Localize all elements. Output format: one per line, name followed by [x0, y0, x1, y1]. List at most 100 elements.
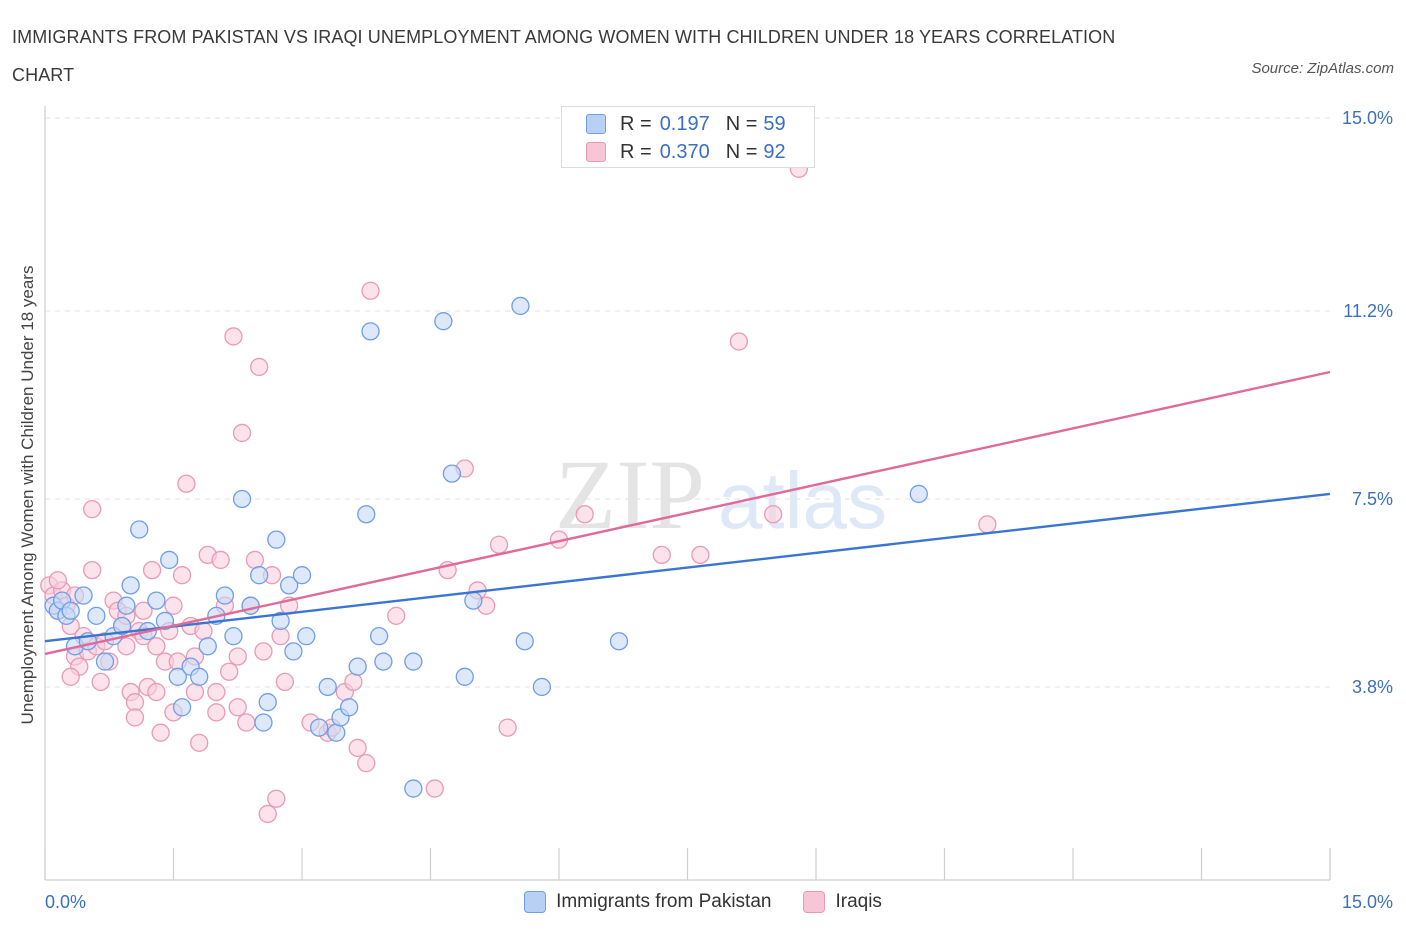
y-tick-label: 15.0% — [1342, 108, 1393, 128]
pakistan-point — [61, 601, 80, 620]
pakistan-point — [130, 520, 149, 539]
iraqi-point — [117, 637, 136, 656]
pakistan-point — [464, 591, 483, 610]
iraqi-point — [228, 698, 247, 717]
iraqi-point — [237, 713, 256, 732]
trend-lines — [44, 370, 1331, 656]
watermark-zip: ZIP — [555, 439, 705, 550]
iraqi-point — [575, 505, 594, 524]
pakistan-point — [297, 627, 316, 646]
iraqi-point — [177, 474, 196, 493]
pakistan-point — [254, 713, 273, 732]
iraqi-point — [652, 545, 671, 565]
pakistan-point — [279, 576, 299, 595]
pakistan-point — [190, 667, 209, 686]
pakistan-point — [172, 698, 192, 717]
legend-row-pakistan: R = 0.197 N = 59 — [586, 111, 786, 137]
legend-label-iraqi: Iraqis — [835, 891, 882, 912]
iraqi-point — [91, 672, 110, 692]
pakistan-point — [271, 611, 290, 631]
iraqi-point — [258, 804, 277, 824]
iraqi-trend-line — [44, 370, 1331, 656]
legend-r-label: R = — [620, 140, 652, 163]
iraqi-point — [147, 682, 166, 702]
pakistan-point — [374, 652, 393, 671]
pakistan-point — [117, 596, 136, 615]
iraqi-point — [978, 515, 997, 534]
iraqi-point — [147, 637, 166, 656]
pakistan-point — [95, 652, 115, 671]
pakistan-point — [455, 667, 474, 686]
iraqi-point — [489, 535, 509, 554]
iraqi-point — [82, 500, 102, 519]
iraqi-point — [250, 357, 269, 377]
iraqi-point — [344, 672, 363, 692]
pakistan-point — [309, 718, 329, 737]
pakistan-point — [258, 693, 277, 712]
iraqi-point — [275, 672, 295, 692]
pakistan-point — [361, 322, 380, 341]
pakistan-point — [160, 550, 179, 570]
legend-n-value: 92 — [763, 140, 786, 163]
pakistan-point — [348, 657, 367, 676]
iraqi-point — [82, 560, 102, 580]
tick-labels: 3.8% 7.5% 11.2% 15.0% 0.0% 15.0% — [45, 108, 1393, 912]
pakistan-point — [369, 627, 389, 646]
iraqi-point — [48, 571, 67, 590]
pakistan-point — [404, 652, 423, 671]
axes — [44, 106, 1331, 881]
pakistan-point — [357, 505, 376, 524]
legend-n-label: N = — [725, 112, 758, 135]
iraqi-point — [224, 327, 243, 346]
iraqi-point — [125, 693, 145, 712]
legend-swatch-pakistan — [586, 114, 606, 134]
pakistan-point — [224, 627, 243, 646]
pakistan-point — [74, 586, 93, 605]
iraqi-point — [387, 606, 406, 625]
iraqi-point — [211, 550, 230, 570]
iraqi-point — [228, 647, 247, 666]
pakistan-trend-line — [44, 492, 1331, 643]
y-tick-label: 11.2% — [1343, 301, 1393, 321]
iraqi-point — [691, 545, 710, 565]
pakistan-point — [121, 576, 140, 595]
iraqi-point — [764, 505, 783, 524]
legend-item-iraqi[interactable]: Iraqis — [803, 891, 882, 913]
legend-swatch-iraqi — [586, 142, 606, 162]
iraqi-point — [207, 703, 226, 722]
iraqi-point — [61, 667, 80, 686]
pakistan-point — [284, 642, 303, 661]
pakistan-point — [532, 677, 552, 697]
pakistan-point — [511, 296, 530, 316]
legend-label-pakistan: Immigrants from Pakistan — [556, 891, 772, 912]
pakistan-point — [112, 616, 132, 636]
pakistan-point — [434, 312, 453, 331]
legend-item-pakistan[interactable]: Immigrants from Pakistan — [524, 891, 771, 913]
pakistan-point — [198, 637, 217, 656]
iraqi-point — [348, 738, 367, 758]
legend-n-value: 59 — [763, 112, 786, 135]
x-tick-label: 15.0% — [1342, 892, 1393, 912]
iraqi-point — [185, 682, 205, 702]
iraqi-point — [125, 708, 145, 727]
iraqi-point — [729, 332, 749, 351]
x-tick-label: 0.0% — [45, 892, 86, 912]
pakistan-points — [44, 296, 928, 798]
y-axis-label: Unemployment Among Women with Children U… — [18, 265, 37, 725]
iraqi-point — [361, 281, 380, 300]
y-tick-label: 3.8% — [1352, 677, 1393, 697]
pakistan-point — [267, 530, 286, 549]
iraqi-point — [254, 642, 273, 661]
legend-r-value: 0.370 — [659, 140, 710, 163]
legend-swatch-iraqi — [803, 891, 826, 913]
pakistan-point — [215, 586, 235, 605]
pakistan-point — [404, 779, 423, 798]
iraqi-point — [220, 662, 239, 681]
pakistan-point — [442, 464, 462, 483]
chart-title: IMMIGRANTS FROM PAKISTAN VS IRAQI UNEMPL… — [12, 27, 1116, 85]
source-credit: Source: ZipAtlas.com — [1251, 60, 1394, 77]
pakistan-point — [232, 489, 252, 509]
iraqi-point — [207, 682, 226, 702]
iraqi-point — [425, 779, 444, 798]
